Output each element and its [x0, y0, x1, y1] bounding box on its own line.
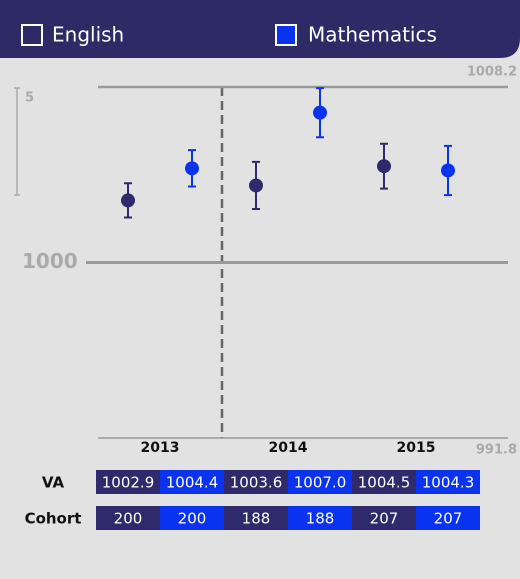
table-value: 207	[434, 510, 463, 528]
scale-bar-label: 5	[25, 91, 34, 106]
table-cell	[352, 506, 416, 530]
dot	[441, 163, 455, 178]
table-value: 188	[306, 510, 335, 528]
table-cell	[224, 506, 288, 530]
table-value: 1004.4	[166, 474, 219, 492]
table-value: 207	[370, 510, 399, 528]
table-cell	[416, 470, 480, 494]
dot	[249, 178, 263, 193]
y-tick-label: 1008.2	[467, 65, 517, 80]
scale-bar	[14, 87, 20, 196]
table-cell	[352, 470, 416, 494]
table-cell	[160, 470, 224, 494]
x-tick-label: 2015	[397, 440, 436, 456]
table-cell	[224, 470, 288, 494]
row-label: Cohort	[25, 510, 82, 528]
table-value: 1003.6	[230, 474, 283, 492]
table-value: 200	[178, 510, 207, 528]
x-tick-label: 2014	[269, 440, 308, 456]
dot	[377, 159, 391, 174]
table-value: 188	[242, 510, 271, 528]
table-value: 1007.0	[294, 474, 347, 492]
y-tick-label: 1000	[22, 249, 78, 273]
x-tick-label: 2013	[141, 440, 180, 456]
table-cell	[96, 506, 160, 530]
legend-label[interactable]: Mathematics	[308, 23, 437, 47]
table-cell	[96, 470, 160, 494]
dot	[121, 193, 135, 208]
legend-checkbox[interactable]	[21, 24, 43, 46]
table-value: 1004.3	[422, 474, 475, 492]
dot	[313, 105, 327, 120]
legend-label[interactable]: English	[52, 23, 124, 47]
table-cell	[288, 470, 352, 494]
header	[0, 0, 520, 58]
dot	[185, 161, 199, 176]
legend-checkbox[interactable]	[275, 24, 297, 46]
table-value: 1002.9	[102, 474, 155, 492]
y-tick-label: 991.8	[476, 443, 517, 458]
table-cell	[288, 506, 352, 530]
row-label: VA	[42, 474, 65, 492]
table-value: 1004.5	[358, 474, 411, 492]
table-value: 200	[114, 510, 143, 528]
table-cell	[416, 506, 480, 530]
table-cell	[160, 506, 224, 530]
